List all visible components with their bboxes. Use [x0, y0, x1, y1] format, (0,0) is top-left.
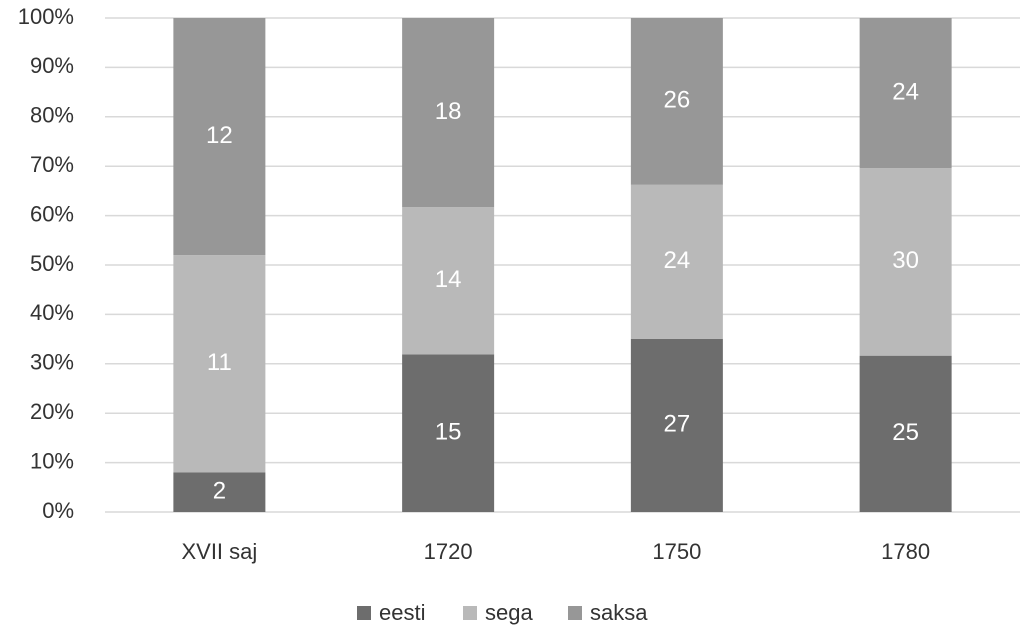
y-tick-label: 70%	[30, 152, 74, 177]
legend-label: sega	[485, 600, 533, 625]
y-tick-label: 20%	[30, 399, 74, 424]
bar-segment	[859, 355, 952, 512]
bar-segment	[173, 472, 266, 512]
data-label: 24	[892, 78, 919, 105]
legend-label: eesti	[379, 600, 425, 625]
y-tick-label: 100%	[18, 4, 74, 29]
data-label: 25	[892, 419, 919, 446]
data-label: 2	[213, 478, 226, 505]
y-tick-label: 10%	[30, 448, 74, 473]
bar-segment	[402, 354, 495, 512]
data-label: 14	[435, 266, 462, 293]
y-tick-label: 80%	[30, 103, 74, 128]
y-tick-label: 0%	[42, 498, 74, 523]
y-tick-label: 60%	[30, 201, 74, 226]
data-label: 11	[207, 349, 232, 376]
bar-segment	[173, 18, 266, 256]
x-tick-label: 1750	[652, 539, 701, 564]
y-tick-label: 50%	[30, 251, 74, 276]
bar-segment	[859, 168, 952, 356]
bar-segment	[630, 184, 723, 339]
data-label: 30	[892, 247, 919, 274]
bar-segment	[630, 18, 723, 185]
bar-segment	[859, 18, 952, 169]
bar-segment	[402, 207, 495, 355]
data-label: 18	[435, 98, 462, 125]
x-tick-label: 1720	[424, 539, 473, 564]
bar-segment	[402, 18, 495, 208]
legend-label: saksa	[590, 600, 648, 625]
data-label: 26	[664, 87, 691, 114]
bar-segment	[630, 338, 723, 512]
legend-swatch	[568, 606, 582, 620]
legend-swatch	[463, 606, 477, 620]
y-tick-label: 90%	[30, 53, 74, 78]
legend-swatch	[357, 606, 371, 620]
data-label: 27	[664, 411, 691, 438]
y-tick-label: 30%	[30, 350, 74, 375]
data-label: 24	[664, 247, 691, 274]
data-label: 12	[206, 122, 233, 149]
x-tick-label: XVII saj	[181, 539, 257, 564]
data-label: 15	[435, 419, 462, 446]
x-tick-label: 1780	[881, 539, 930, 564]
y-tick-label: 40%	[30, 300, 74, 325]
bar-segment	[173, 255, 266, 473]
